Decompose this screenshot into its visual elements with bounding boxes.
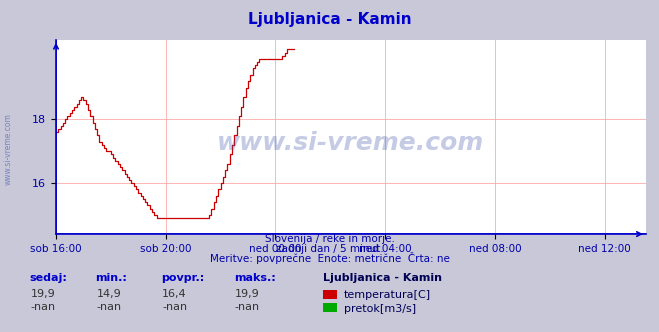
Text: -nan: -nan xyxy=(30,302,55,312)
Text: min.:: min.: xyxy=(96,273,127,283)
Text: www.si-vreme.com: www.si-vreme.com xyxy=(217,131,484,155)
Text: -nan: -nan xyxy=(96,302,121,312)
Text: Slovenija / reke in morje.: Slovenija / reke in morje. xyxy=(264,234,395,244)
Text: -nan: -nan xyxy=(162,302,187,312)
Text: 14,9: 14,9 xyxy=(96,289,121,299)
Text: povpr.:: povpr.: xyxy=(161,273,205,283)
Text: Ljubljanica - Kamin: Ljubljanica - Kamin xyxy=(323,273,442,283)
Text: www.si-vreme.com: www.si-vreme.com xyxy=(3,114,13,185)
Text: Meritve: povprečne  Enote: metrične  Črta: ne: Meritve: povprečne Enote: metrične Črta:… xyxy=(210,252,449,264)
Text: pretok[m3/s]: pretok[m3/s] xyxy=(344,304,416,314)
Text: temperatura[C]: temperatura[C] xyxy=(344,290,431,300)
Text: sedaj:: sedaj: xyxy=(30,273,67,283)
Text: 19,9: 19,9 xyxy=(30,289,55,299)
Text: 16,4: 16,4 xyxy=(162,289,187,299)
Text: -nan: -nan xyxy=(235,302,260,312)
Text: Ljubljanica - Kamin: Ljubljanica - Kamin xyxy=(248,12,411,27)
Text: 19,9: 19,9 xyxy=(235,289,260,299)
Text: zadnji dan / 5 minut.: zadnji dan / 5 minut. xyxy=(275,244,384,254)
Text: maks.:: maks.: xyxy=(234,273,275,283)
